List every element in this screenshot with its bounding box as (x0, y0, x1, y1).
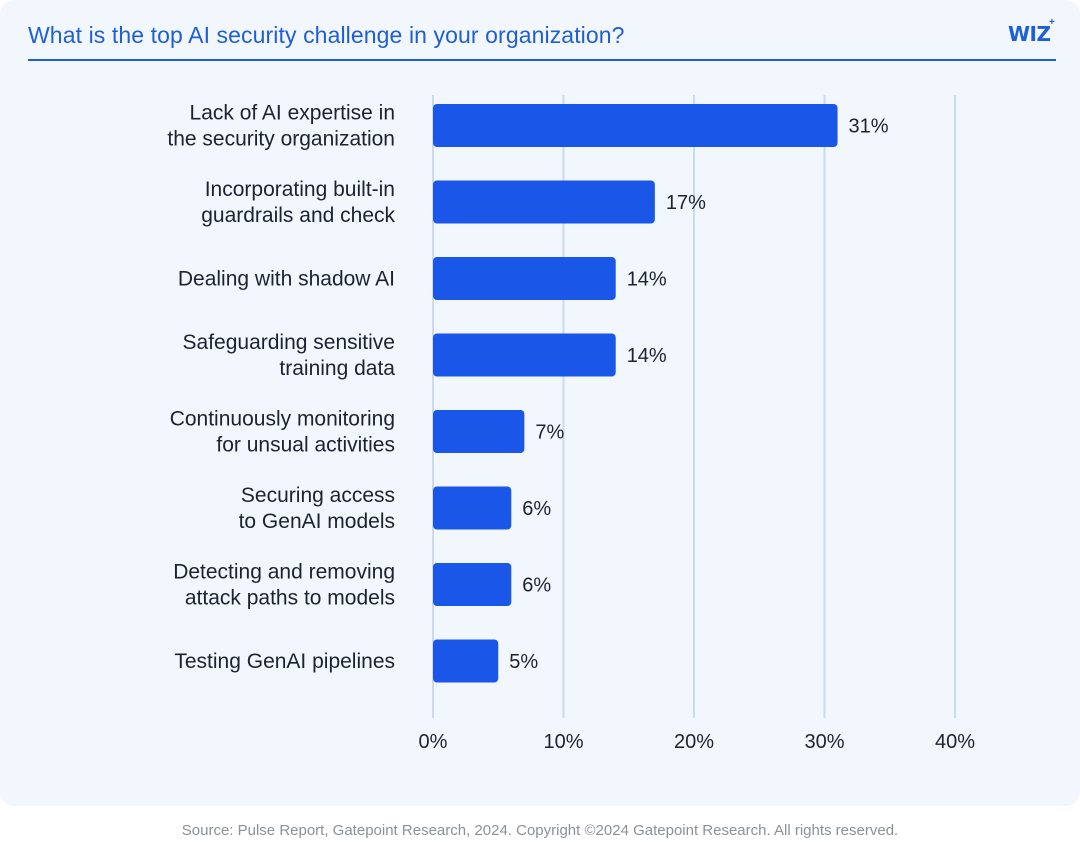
category-label-line: Safeguarding sensitive (183, 331, 395, 354)
category-label: Dealing with shadow AI (178, 268, 395, 291)
source-footnote: Source: Pulse Report, Gatepoint Research… (181, 822, 899, 839)
category-label-line: the security organization (167, 128, 395, 151)
bar (433, 639, 499, 683)
x-tick-label: 10% (543, 731, 583, 753)
bar (433, 257, 616, 300)
title-divider (28, 59, 1056, 61)
bar (433, 333, 616, 377)
category-label-line: Incorporating built-in (205, 178, 395, 201)
category-label-line: guardrails and check (201, 204, 395, 227)
x-tick-label: 0% (419, 731, 448, 753)
category-label: Incorporating built-in guardrails and che… (201, 178, 395, 227)
bar (433, 563, 512, 606)
bar-chart: 0% 10% 20% 30% 40% 31% Lack of AI expertise in… (167, 95, 975, 753)
x-tick-label: 30% (804, 731, 844, 753)
category-label-line: Lack of AI expertise in (190, 102, 395, 125)
x-tick-label: 40% (935, 731, 975, 753)
value-label: 14% (627, 345, 667, 367)
wiz-logo: WIZ (1008, 22, 1051, 46)
category-label-line: to GenAI models (239, 510, 395, 533)
category-label-line: Continuously monitoring (170, 408, 395, 431)
x-tick-label: 20% (674, 731, 714, 753)
bar (433, 180, 655, 224)
category-label-line: Dealing with shadow AI (178, 268, 395, 291)
wiz-logo-mark-icon: + (1049, 17, 1055, 28)
category-label-line: attack paths to models (185, 587, 395, 610)
value-label: 5% (509, 651, 538, 673)
value-label: 6% (522, 498, 551, 520)
value-label: 31% (849, 116, 889, 138)
category-label: Continuously monitoring for unsual activi… (170, 408, 395, 457)
bar (433, 104, 838, 147)
value-label: 6% (522, 575, 551, 597)
category-label: Lack of AI expertise in the security orga… (167, 102, 395, 151)
bar (433, 410, 525, 453)
bar (433, 486, 512, 530)
category-label-line: Securing access (241, 484, 395, 507)
value-label: 14% (627, 269, 667, 291)
category-label-line: for unsual activities (216, 434, 395, 457)
category-label-line: training data (279, 357, 395, 380)
category-label-line: Detecting and removing (173, 561, 395, 584)
category-label-line: Testing GenAI pipelines (174, 650, 395, 673)
category-label: Safeguarding sensitive training data (183, 331, 396, 380)
value-label: 7% (535, 422, 564, 444)
value-label: 17% (666, 192, 706, 214)
category-label: Testing GenAI pipelines (174, 650, 395, 673)
category-label: Securing access to GenAI models (239, 484, 395, 533)
chart-title: What is the top AI security challenge in… (28, 22, 625, 48)
category-label: Detecting and removing attack paths to mo… (173, 561, 395, 610)
